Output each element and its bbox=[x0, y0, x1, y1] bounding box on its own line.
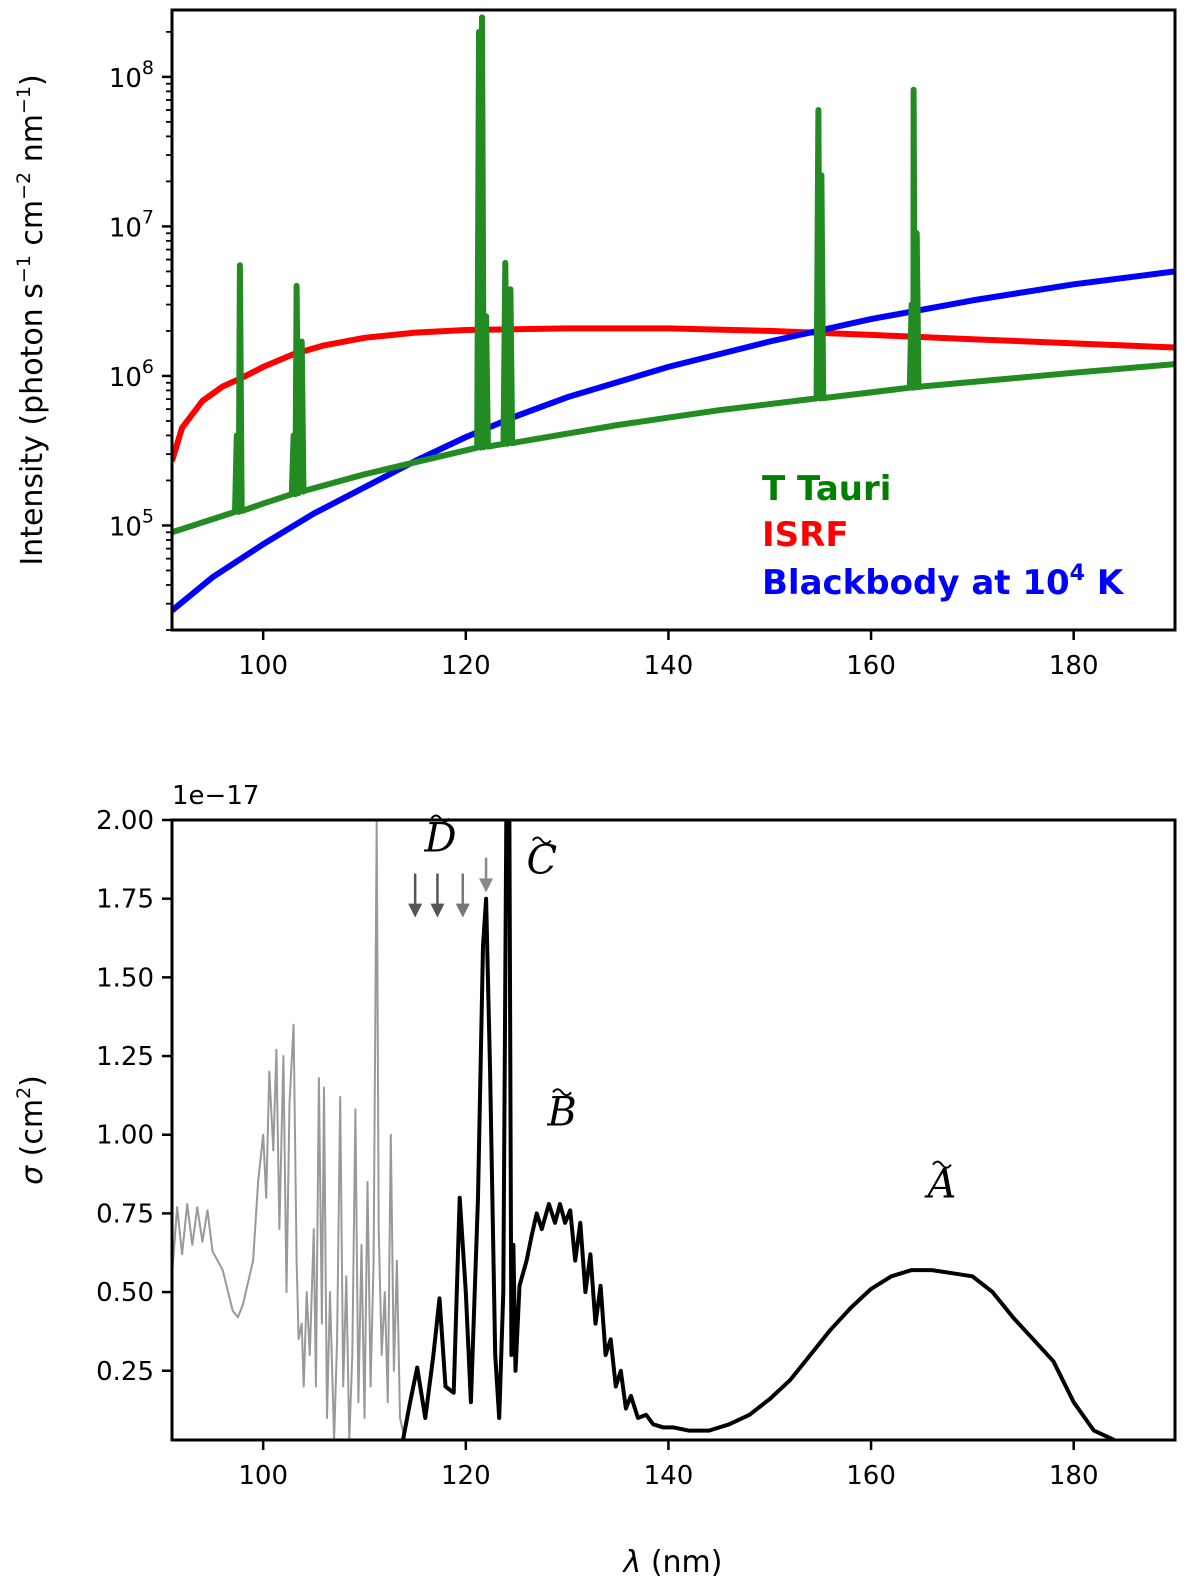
svg-text:C: C bbox=[526, 838, 557, 884]
svg-text:B: B bbox=[546, 1089, 576, 1135]
bottom-y-axis-title: σ (cm2) bbox=[13, 1075, 50, 1185]
x-tick-label: 180 bbox=[1049, 1461, 1099, 1491]
y-offset-label: 1e−17 bbox=[172, 781, 259, 811]
y-tick-label: 1.50 bbox=[96, 963, 154, 993]
transition-arrow bbox=[455, 873, 470, 918]
y-tick-label: 1.00 bbox=[96, 1121, 154, 1151]
y-tick-label: 105 bbox=[109, 505, 154, 542]
x-tick-label: 140 bbox=[644, 1461, 694, 1491]
band-label-d: D bbox=[423, 814, 457, 861]
svg-text:A: A bbox=[924, 1162, 957, 1208]
x-tick-label: 120 bbox=[441, 1461, 491, 1491]
legend: T Tauri ISRF Blackbody at 104 K bbox=[762, 469, 1125, 603]
legend-entry-t-tauri: T Tauri bbox=[762, 469, 891, 509]
transition-arrow bbox=[408, 873, 423, 918]
band-label-b: B bbox=[546, 1088, 577, 1135]
band-label-c: C bbox=[526, 836, 557, 884]
transition-arrows bbox=[408, 857, 494, 918]
top-y-axis-title: Intensity (photon s−1 cm−2 nm−1) bbox=[13, 74, 50, 565]
y-tick-label: 0.25 bbox=[96, 1357, 154, 1387]
series-line-t-tauri bbox=[172, 14, 1175, 536]
series-line-blackbody-at-10-4-k bbox=[172, 268, 1175, 613]
top-plot-frame bbox=[170, 8, 1177, 632]
y-tick-label: 0.75 bbox=[96, 1199, 154, 1229]
x-tick-label: 140 bbox=[644, 651, 694, 681]
band-labels: D C B A bbox=[423, 814, 957, 1208]
series-line-isrf bbox=[172, 325, 1175, 462]
x-tick-label: 180 bbox=[1049, 651, 1099, 681]
series-line-cross-section-black bbox=[401, 820, 1116, 1440]
top-series-group bbox=[172, 14, 1175, 613]
band-label-a: A bbox=[924, 1160, 957, 1208]
legend-entry-blackbody: Blackbody at 104 K bbox=[762, 561, 1125, 603]
svg-text:D: D bbox=[423, 815, 456, 861]
y-tick-label: 107 bbox=[109, 206, 154, 243]
y-tick-label: 0.50 bbox=[96, 1278, 154, 1308]
x-tick-label: 160 bbox=[846, 1461, 896, 1491]
transition-arrow bbox=[430, 873, 445, 918]
series-line-cross-section-gray bbox=[172, 820, 406, 1440]
legend-entry-isrf: ISRF bbox=[762, 515, 849, 555]
bottom-panel: 100 120 140 160 180 0.25 0.50 0.75 1.00 1.25 1.50… bbox=[13, 781, 1177, 1580]
bottom-y-axis: 0.25 0.50 0.75 1.00 1.25 1.50 1.75 2.00 bbox=[96, 806, 172, 1387]
y-tick-label: 108 bbox=[109, 57, 154, 94]
x-tick-label: 100 bbox=[238, 1461, 288, 1491]
y-tick-label: 1.25 bbox=[96, 1042, 154, 1072]
x-tick-label: 100 bbox=[238, 651, 288, 681]
x-tick-label: 120 bbox=[441, 651, 491, 681]
bottom-plot-frame bbox=[170, 818, 1177, 1442]
top-y-axis: 105 106 107 108 bbox=[109, 30, 172, 631]
bottom-series-group bbox=[172, 820, 1116, 1440]
top-panel: 100 120 140 160 180 105 106 107 108 Intensity (… bbox=[13, 8, 1177, 681]
top-x-axis: 100 120 140 160 180 bbox=[238, 630, 1099, 681]
y-tick-label: 2.00 bbox=[96, 806, 154, 836]
transition-arrow bbox=[479, 857, 494, 893]
bottom-x-axis-title: λ (nm) bbox=[622, 1545, 723, 1580]
x-tick-label: 160 bbox=[846, 651, 896, 681]
y-tick-label: 106 bbox=[109, 356, 154, 393]
y-tick-label: 1.75 bbox=[96, 885, 154, 915]
bottom-x-axis: 100 120 140 160 180 bbox=[238, 1440, 1099, 1491]
